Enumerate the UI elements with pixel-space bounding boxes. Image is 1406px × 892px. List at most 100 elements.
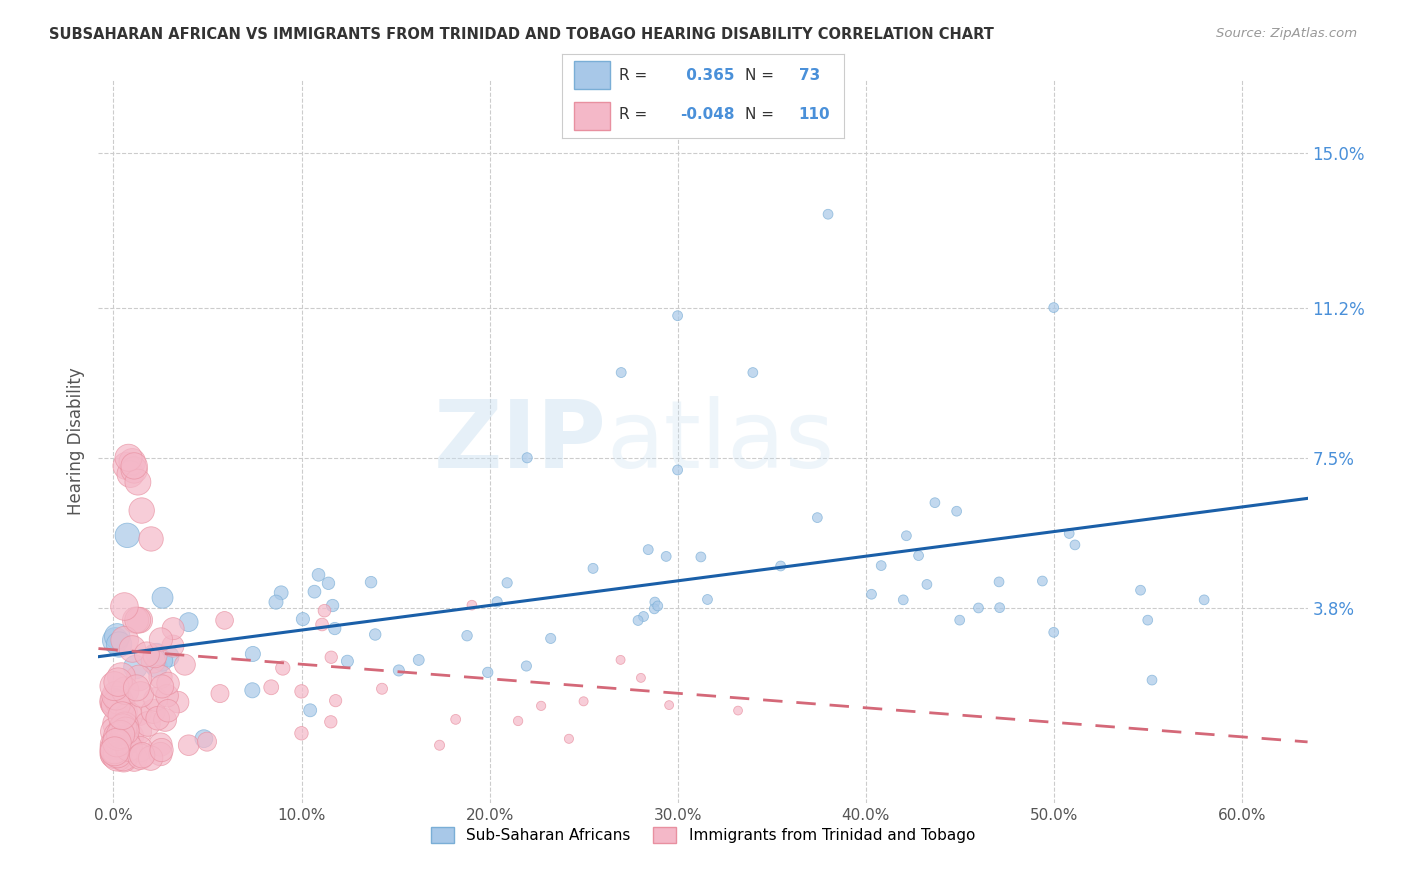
Point: [153, 713, 176, 727]
Point: [769, 559, 792, 574]
Point: [104, 747, 127, 761]
Point: [655, 549, 678, 564]
Point: [118, 740, 141, 755]
Point: [112, 750, 135, 764]
Point: [1031, 574, 1053, 588]
Point: [110, 737, 132, 751]
Point: [128, 613, 150, 627]
Point: [131, 748, 153, 763]
Point: [1042, 625, 1064, 640]
Point: [924, 496, 946, 510]
Point: [157, 649, 180, 664]
Point: [129, 742, 152, 756]
Point: [146, 711, 169, 725]
Point: [124, 660, 146, 674]
Text: ZIP: ZIP: [433, 395, 606, 488]
Point: [136, 717, 159, 731]
Point: [105, 689, 128, 703]
Point: [121, 455, 143, 469]
Point: [143, 648, 166, 663]
Point: [120, 467, 142, 481]
Point: [127, 706, 149, 720]
Point: [110, 698, 132, 712]
Point: [260, 680, 283, 694]
Point: [107, 747, 129, 761]
Point: [264, 595, 287, 609]
Point: [860, 587, 883, 601]
Point: [121, 642, 143, 657]
Point: [118, 709, 141, 723]
Point: [177, 738, 200, 752]
Point: [105, 735, 128, 749]
Point: [104, 738, 127, 752]
Point: [110, 670, 132, 684]
Point: [291, 612, 314, 626]
Point: [149, 670, 172, 684]
Point: [108, 638, 131, 652]
FancyBboxPatch shape: [574, 102, 610, 130]
Point: [271, 661, 294, 675]
Point: [666, 463, 689, 477]
Point: [558, 731, 581, 746]
Point: [114, 683, 136, 698]
Point: [336, 654, 359, 668]
Point: [104, 724, 127, 739]
Point: [150, 743, 173, 757]
Point: [156, 689, 179, 703]
Point: [107, 739, 129, 753]
Point: [891, 592, 914, 607]
Point: [162, 639, 184, 653]
Point: [122, 458, 145, 473]
Point: [124, 613, 146, 627]
Point: [112, 751, 135, 765]
Point: [627, 614, 650, 628]
Point: [195, 734, 218, 748]
Point: [157, 704, 180, 718]
Point: [114, 633, 136, 648]
Point: [270, 586, 292, 600]
Point: [322, 599, 344, 613]
Text: N =: N =: [745, 107, 775, 122]
Point: [741, 366, 763, 380]
Point: [896, 529, 918, 543]
Point: [311, 617, 333, 632]
Point: [125, 681, 148, 695]
Point: [110, 727, 132, 741]
Point: [139, 532, 162, 546]
Point: [325, 693, 347, 707]
Point: [127, 475, 149, 490]
Point: [915, 577, 938, 591]
Point: [107, 675, 129, 690]
Point: [360, 575, 382, 590]
Point: [129, 687, 152, 701]
Point: [120, 730, 142, 744]
Point: [806, 510, 828, 524]
Point: [104, 698, 127, 712]
Point: [193, 731, 215, 746]
Point: [506, 714, 529, 728]
Point: [516, 450, 538, 465]
Point: [112, 705, 135, 719]
Text: R =: R =: [619, 107, 647, 122]
Point: [105, 734, 128, 748]
Point: [145, 647, 167, 661]
Point: [1042, 301, 1064, 315]
Text: 0.365: 0.365: [681, 68, 734, 83]
Point: [727, 704, 749, 718]
Point: [988, 600, 1011, 615]
Point: [128, 671, 150, 685]
Text: -0.048: -0.048: [681, 107, 735, 122]
Point: [609, 653, 631, 667]
Point: [111, 708, 134, 723]
Point: [128, 724, 150, 739]
Point: [371, 681, 394, 696]
Point: [666, 309, 689, 323]
Point: [1140, 673, 1163, 687]
Point: [582, 561, 605, 575]
Point: [142, 704, 165, 718]
Point: [127, 613, 149, 627]
Point: [323, 622, 346, 636]
Point: [319, 714, 342, 729]
Point: [114, 719, 136, 733]
Point: [104, 633, 127, 648]
